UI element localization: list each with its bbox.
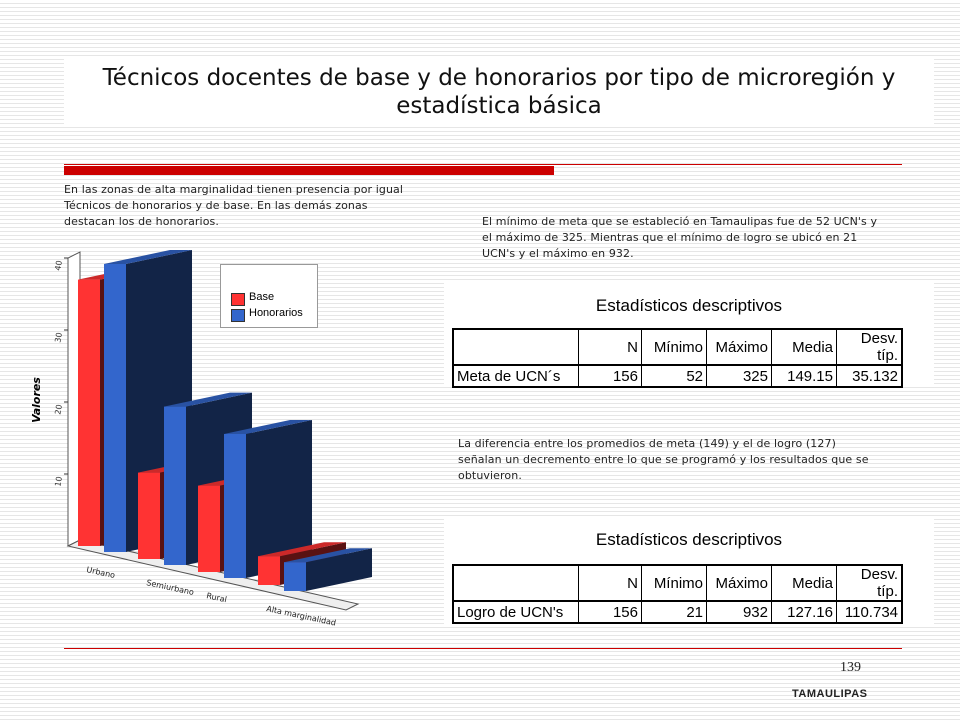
- bar-honorarios: [284, 562, 306, 591]
- title-box: Técnicos docentes de base y de honorario…: [64, 58, 934, 126]
- x-tick-label: Rural: [206, 591, 228, 604]
- legend-swatch-base: [231, 293, 245, 306]
- cell-mean: 127.16: [771, 600, 837, 624]
- legend-swatch-honorarios: [231, 309, 245, 322]
- legend-label-honorarios: Honorarios: [249, 307, 303, 319]
- y-tick-label: 10: [53, 476, 64, 488]
- y-tick-label: 30: [53, 332, 64, 344]
- header-max: Máximo: [706, 564, 772, 602]
- header-empty: [452, 328, 579, 366]
- stats-panel-meta: Estadísticos descriptivos N Mínimo Máxim…: [444, 282, 934, 388]
- bar-base: [258, 556, 280, 585]
- left-paragraph: En las zonas de alta marginalidad tienen…: [64, 183, 404, 228]
- x-tick-label: Semiurbano: [146, 578, 195, 597]
- accent-bar: [64, 166, 554, 175]
- cell-sd: 110.734: [836, 600, 903, 624]
- bar-side-honorarios: [246, 420, 312, 578]
- header-min: Mínimo: [641, 564, 707, 602]
- stats-panel-logro: Estadísticos descriptivos N Mínimo Máxim…: [444, 516, 934, 626]
- bar-base: [78, 279, 100, 546]
- table-header-row: N Mínimo Máximo Media Desv. típ.: [452, 328, 903, 366]
- cell-max: 325: [706, 364, 772, 388]
- page-number: 139: [840, 660, 861, 675]
- stats-table-logro: N Mínimo Máximo Media Desv. típ. Logro d…: [452, 564, 903, 624]
- stats-title-meta: Estadísticos descriptivos: [595, 296, 783, 315]
- chart-legend: Base Honorarios: [220, 264, 318, 328]
- bottom-divider: [64, 648, 902, 649]
- header-n: N: [578, 564, 642, 602]
- y-axis-label: Valores: [30, 377, 43, 423]
- cell-min: 52: [641, 364, 707, 388]
- slide-title: Técnicos docentes de base y de honorario…: [102, 65, 896, 119]
- bar-top-honorarios: [104, 250, 192, 264]
- footer-label: TAMAULIPAS: [792, 688, 868, 700]
- bar-top-honorarios: [284, 548, 372, 563]
- bar-honorarios: [104, 264, 126, 552]
- header-min: Mínimo: [641, 328, 707, 366]
- x-tick-label: Alta marginalidad: [266, 604, 337, 628]
- cell-max: 932: [706, 600, 772, 624]
- bar-side-honorarios: [306, 548, 372, 591]
- header-sd: Desv. típ.: [836, 328, 903, 366]
- bar-base: [198, 485, 220, 572]
- cell-mean: 149.15: [771, 364, 837, 388]
- x-tick-label: Urbano: [86, 565, 116, 580]
- y-tick-label: 40: [53, 260, 64, 272]
- legend-label-base: Base: [249, 291, 275, 303]
- bar-top-base: [258, 542, 346, 557]
- cell-min: 21: [641, 600, 707, 624]
- table-row: Logro de UCN's 156 21 932 127.16 110.734: [452, 600, 903, 624]
- header-mean: Media: [771, 564, 837, 602]
- header-n: N: [578, 328, 642, 366]
- header-mean: Media: [771, 328, 837, 366]
- table-header-row: N Mínimo Máximo Media Desv. típ.: [452, 564, 903, 602]
- bar-base: [138, 472, 160, 559]
- stats-table-meta: N Mínimo Máximo Media Desv. típ. Meta de…: [452, 328, 903, 388]
- bar-chart: 10 20 30 40 Valores Urbano Semiurbano Rural Alta…: [30, 250, 372, 628]
- row-label: Meta de UCN´s: [452, 364, 579, 388]
- cell-n: 156: [578, 600, 642, 624]
- row-label: Logro de UCN's: [452, 600, 579, 624]
- top-divider: [64, 164, 902, 165]
- right-paragraph-bottom: La diferencia entre los promedios de met…: [458, 437, 869, 482]
- bar-honorarios: [164, 406, 186, 565]
- header-sd: Desv. típ.: [836, 564, 903, 602]
- bar-top-honorarios: [164, 392, 252, 407]
- bar-honorarios: [224, 434, 246, 578]
- bar-top-honorarios: [224, 420, 312, 434]
- cell-sd: 35.132: [836, 364, 903, 388]
- right-paragraph-top: El mínimo de meta que se estableció en T…: [482, 215, 878, 260]
- header-empty: [452, 564, 579, 602]
- stats-title-logro: Estadísticos descriptivos: [595, 530, 783, 549]
- cell-n: 156: [578, 364, 642, 388]
- header-max: Máximo: [706, 328, 772, 366]
- table-row: Meta de UCN´s 156 52 325 149.15 35.132: [452, 364, 903, 388]
- y-tick-label: 20: [53, 404, 64, 416]
